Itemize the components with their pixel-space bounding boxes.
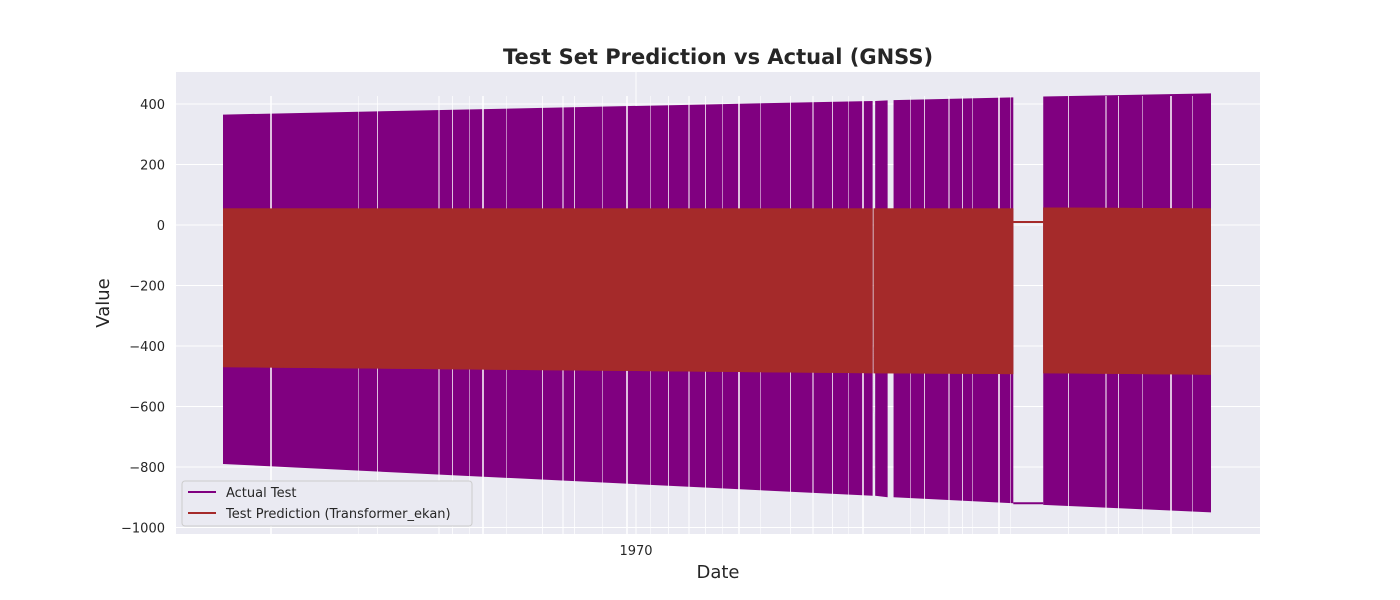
y-tick-label: −600	[129, 401, 165, 416]
x-tick-label: 1970	[619, 544, 652, 559]
series-band	[872, 318, 876, 493]
legend-label-test-prediction: Test Prediction (Transformer_ekan)	[225, 507, 451, 522]
legend: Actual Test Test Prediction (Transformer…	[181, 480, 473, 527]
y-tick-label: −1000	[121, 522, 165, 537]
y-tick-label: 200	[140, 159, 165, 174]
series-band	[873, 208, 1014, 375]
series-band	[223, 208, 873, 374]
legend-box	[181, 480, 473, 527]
y-tick-label: 400	[140, 98, 165, 113]
series-layer	[223, 93, 1211, 535]
y-tick-label: −200	[129, 280, 165, 295]
y-tick-label: −400	[129, 340, 165, 355]
y-tick-label: −800	[129, 461, 165, 476]
chart-title: Test Set Prediction vs Actual (GNSS)	[503, 45, 933, 69]
x-axis-title: Date	[696, 562, 739, 583]
series-test-prediction-overlay	[223, 207, 1211, 375]
legend-label-actual-test: Actual Test	[226, 486, 296, 501]
x-tick-labels: 1970	[619, 544, 652, 559]
y-axis-title: Value	[93, 278, 114, 327]
y-tick-label: 0	[157, 219, 165, 234]
y-tick-labels: 400 200 0 −200 −400 −600 −800 −1000	[121, 98, 165, 537]
series-band	[1043, 207, 1211, 375]
